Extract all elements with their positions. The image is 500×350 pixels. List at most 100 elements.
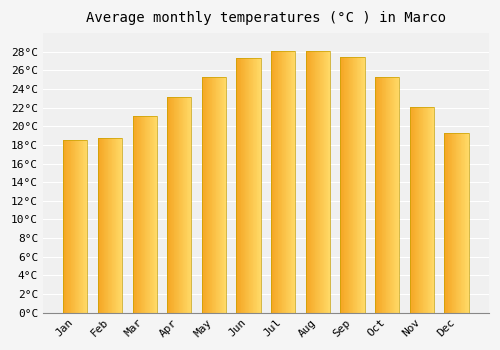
Bar xyxy=(292,51,293,313)
Bar xyxy=(375,77,400,313)
Bar xyxy=(169,98,170,313)
Bar xyxy=(274,51,275,313)
Bar xyxy=(275,51,276,313)
Bar xyxy=(176,98,177,313)
Bar xyxy=(313,51,314,313)
Bar xyxy=(168,98,169,313)
Bar xyxy=(68,140,69,313)
Bar xyxy=(466,133,467,313)
Bar xyxy=(420,107,421,313)
Bar xyxy=(350,56,351,313)
Bar xyxy=(455,133,456,313)
Bar xyxy=(180,98,181,313)
Bar xyxy=(282,51,284,313)
Bar xyxy=(393,77,394,313)
Bar xyxy=(84,140,85,313)
Bar xyxy=(428,107,429,313)
Bar xyxy=(146,116,147,313)
Bar xyxy=(181,98,182,313)
Bar xyxy=(220,77,221,313)
Bar xyxy=(106,138,107,313)
Bar xyxy=(98,138,100,313)
Bar xyxy=(208,77,209,313)
Bar xyxy=(341,56,342,313)
Bar xyxy=(392,77,393,313)
Bar xyxy=(73,140,74,313)
Bar xyxy=(167,98,168,313)
Bar xyxy=(451,133,452,313)
Bar xyxy=(100,138,101,313)
Bar xyxy=(132,116,157,313)
Bar xyxy=(244,58,246,313)
Bar xyxy=(459,133,460,313)
Bar xyxy=(386,77,387,313)
Bar xyxy=(202,77,203,313)
Bar xyxy=(351,56,352,313)
Bar xyxy=(188,98,189,313)
Bar xyxy=(258,58,259,313)
Bar xyxy=(278,51,279,313)
Bar xyxy=(113,138,114,313)
Bar xyxy=(385,77,386,313)
Bar xyxy=(433,107,434,313)
Bar xyxy=(454,133,455,313)
Bar xyxy=(348,56,350,313)
Bar xyxy=(246,58,247,313)
Bar xyxy=(309,51,310,313)
Bar xyxy=(376,77,378,313)
Bar xyxy=(252,58,254,313)
Bar xyxy=(277,51,278,313)
Bar xyxy=(155,116,156,313)
Bar xyxy=(388,77,389,313)
Bar xyxy=(289,51,290,313)
Bar xyxy=(279,51,280,313)
Bar xyxy=(363,56,364,313)
Bar xyxy=(346,56,347,313)
Bar xyxy=(154,116,155,313)
Bar xyxy=(467,133,468,313)
Bar xyxy=(115,138,116,313)
Bar xyxy=(147,116,148,313)
Bar xyxy=(102,138,104,313)
Bar xyxy=(111,138,112,313)
Bar xyxy=(101,138,102,313)
Bar xyxy=(239,58,240,313)
Bar xyxy=(85,140,86,313)
Bar xyxy=(64,140,65,313)
Bar xyxy=(110,138,111,313)
Bar xyxy=(320,51,321,313)
Bar xyxy=(383,77,384,313)
Bar xyxy=(394,77,396,313)
Bar xyxy=(217,77,218,313)
Bar xyxy=(69,140,70,313)
Bar xyxy=(344,56,346,313)
Bar xyxy=(254,58,255,313)
Bar xyxy=(310,51,312,313)
Bar xyxy=(444,133,445,313)
Bar xyxy=(389,77,390,313)
Bar xyxy=(78,140,80,313)
Bar xyxy=(214,77,215,313)
Bar xyxy=(255,58,256,313)
Bar xyxy=(204,77,205,313)
Bar xyxy=(143,116,144,313)
Bar xyxy=(329,51,330,313)
Bar xyxy=(362,56,363,313)
Bar xyxy=(177,98,178,313)
Bar xyxy=(81,140,82,313)
Bar xyxy=(76,140,77,313)
Bar xyxy=(355,56,356,313)
Bar xyxy=(432,107,433,313)
Bar xyxy=(150,116,151,313)
Bar xyxy=(251,58,252,313)
Bar xyxy=(424,107,425,313)
Bar xyxy=(72,140,73,313)
Bar xyxy=(416,107,417,313)
Bar xyxy=(446,133,447,313)
Bar xyxy=(276,51,277,313)
Bar xyxy=(340,56,364,313)
Bar xyxy=(119,138,120,313)
Bar xyxy=(286,51,288,313)
Bar xyxy=(142,116,143,313)
Bar xyxy=(248,58,250,313)
